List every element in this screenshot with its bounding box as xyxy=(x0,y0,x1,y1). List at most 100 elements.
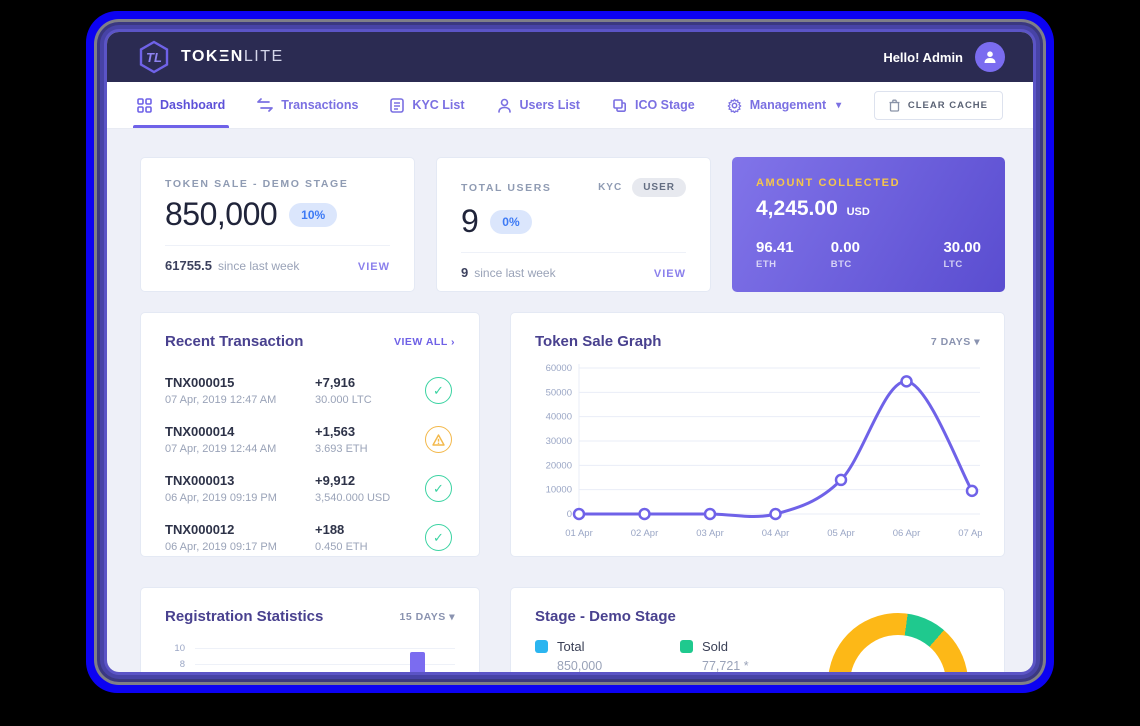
breakdown-eth: 96.41 ETH xyxy=(756,239,831,270)
btc-value: 0.00 xyxy=(830,239,860,256)
transaction-row[interactable]: TNX000015 07 Apr, 2019 12:47 AM +7,916 3… xyxy=(165,366,455,415)
trash-icon xyxy=(889,99,900,112)
tx-id: TNX000013 xyxy=(165,473,235,488)
status-success-icon: ✓ xyxy=(425,377,452,404)
legend-swatch-total xyxy=(535,640,548,653)
legend-label-total: Total xyxy=(557,639,585,654)
svg-text:05 Apr: 05 Apr xyxy=(827,528,854,539)
swap-arrows-icon xyxy=(257,98,274,112)
toggle-kyc[interactable]: KYC xyxy=(598,182,623,193)
svg-text:0: 0 xyxy=(567,509,572,520)
brand-bold: TOKΞN xyxy=(181,48,244,65)
tx-id: TNX000015 xyxy=(165,375,235,390)
middle-row: Recent Transaction VIEW ALL › TNX000015 … xyxy=(140,312,1005,557)
y-tick-8: 8 xyxy=(179,659,185,670)
nav-item-transactions[interactable]: Transactions xyxy=(257,82,358,128)
chevron-right-icon: › xyxy=(451,335,455,348)
total-users-view-link[interactable]: VIEW xyxy=(653,268,686,280)
view-all-label: VIEW ALL xyxy=(393,335,448,348)
check-icon: ✓ xyxy=(433,529,444,545)
tx-amount: +9,912 xyxy=(315,473,356,488)
tx-sub-amount: 30.000 LTC xyxy=(315,394,372,406)
eth-unit: ETH xyxy=(756,259,777,270)
divider xyxy=(461,252,686,253)
chevron-down-icon: ▾ xyxy=(974,335,980,348)
brand: TL TOKΞNLITE xyxy=(137,40,284,74)
transaction-row[interactable]: TNX000014 07 Apr, 2019 12:44 AM +1,563 3… xyxy=(165,415,455,464)
nav-item-users-list[interactable]: Users List xyxy=(497,82,580,128)
tx-date: 06 Apr, 2019 09:19 PM xyxy=(165,492,277,504)
stage-title: Stage - Demo Stage xyxy=(535,608,676,625)
gear-icon xyxy=(727,98,742,113)
user-icon xyxy=(497,98,511,113)
nav-item-dashboard[interactable]: Dashboard xyxy=(132,82,230,128)
tx-amount: +1,563 xyxy=(315,424,356,439)
transaction-row[interactable]: TNX000012 06 Apr, 2019 09:17 PM +188 0.4… xyxy=(165,513,455,562)
tx-sub-amount: 0.450 ETH xyxy=(315,541,368,553)
status-success-icon: ✓ xyxy=(425,524,452,551)
transaction-list: TNX000015 07 Apr, 2019 12:47 AM +7,916 3… xyxy=(165,366,455,562)
svg-text:10000: 10000 xyxy=(546,485,572,496)
tx-date: 06 Apr, 2019 09:17 PM xyxy=(165,541,277,553)
token-sale-footer-text: since last week xyxy=(218,259,300,273)
breakdown-ltc: 30.00 LTC xyxy=(943,239,981,270)
status-warning-icon xyxy=(425,426,452,453)
amount-collected-card: AMOUNT COLLECTED 4,245.00 USD 96.41 ETH … xyxy=(732,157,1005,292)
status-success-icon: ✓ xyxy=(425,475,452,502)
total-users-footer-value: 9 xyxy=(461,265,469,280)
token-sale-line-chart: 0 10000 20000 30000 40000 50000 60000 01 Apr 02 … xyxy=(546,363,986,539)
registration-range-select[interactable]: 15 DAYS ▾ xyxy=(399,611,455,623)
svg-text:04 Apr: 04 Apr xyxy=(762,528,789,539)
svg-text:60000: 60000 xyxy=(546,363,572,374)
legend-total: Total 850,000 xyxy=(535,639,680,672)
tx-sub-amount: 3.693 ETH xyxy=(315,443,368,455)
total-users-title: TOTAL USERS xyxy=(461,181,552,194)
token-sale-graph-title: Token Sale Graph xyxy=(535,333,662,350)
token-sale-card: TOKEN SALE - DEMO STAGE 850,000 10% 6175… xyxy=(140,157,415,292)
stats-row: TOKEN SALE - DEMO STAGE 850,000 10% 6175… xyxy=(140,157,1005,292)
nav-label: Transactions xyxy=(281,98,359,112)
recent-transactions-title: Recent Transaction xyxy=(165,333,304,350)
graph-range-select[interactable]: 7 DAYS ▾ xyxy=(931,336,980,348)
total-users-badge: 0% xyxy=(490,209,532,234)
total-users-card: TOTAL USERS KYC USER 9 0% 9 since last w… xyxy=(436,157,711,292)
legend-sold: Sold 77,721 * xyxy=(680,639,825,672)
svg-text:03 Apr: 03 Apr xyxy=(696,528,723,539)
cube-icon xyxy=(613,98,626,112)
amount-collected-currency: USD xyxy=(846,206,870,218)
y-tick-10: 10 xyxy=(174,643,185,654)
token-sale-view-link[interactable]: VIEW xyxy=(357,261,390,273)
user-avatar[interactable] xyxy=(975,42,1005,72)
registration-statistics-title: Registration Statistics xyxy=(165,608,324,625)
view-all-link[interactable]: VIEW ALL › xyxy=(394,336,455,348)
donut-legend: Total 850,000 Sold 77,721 * xyxy=(535,639,980,672)
nav-label: Users List xyxy=(519,98,580,112)
clear-cache-button[interactable]: CLEAR CACHE xyxy=(873,90,1003,120)
svg-text:20000: 20000 xyxy=(546,460,572,471)
transaction-row[interactable]: TNX000013 06 Apr, 2019 09:19 PM +9,912 3… xyxy=(165,464,455,513)
nav-item-kyc-list[interactable]: KYC List xyxy=(390,82,465,128)
tx-sub-amount: 3,540.000 USD xyxy=(315,492,391,504)
token-sale-footer-value: 61755.5 xyxy=(165,258,212,273)
check-icon: ✓ xyxy=(433,382,444,398)
grid-icon xyxy=(137,97,152,113)
gridline xyxy=(195,648,455,649)
nav-label: ICO Stage xyxy=(634,98,695,112)
svg-text:02 Apr: 02 Apr xyxy=(631,528,658,539)
breakdown-btc: 0.00 BTC xyxy=(831,239,906,270)
nav-item-ico-stage[interactable]: ICO Stage xyxy=(612,82,695,128)
token-sale-value: 850,000 xyxy=(165,196,278,232)
tx-date: 07 Apr, 2019 12:47 AM xyxy=(165,394,277,406)
chevron-down-icon: ▾ xyxy=(449,610,455,623)
nav-item-management[interactable]: Management ▾ xyxy=(727,82,841,128)
chevron-down-icon: ▾ xyxy=(836,99,842,111)
nav-label: KYC List xyxy=(412,98,465,112)
svg-text:50000: 50000 xyxy=(546,387,572,398)
gridline xyxy=(195,664,455,665)
svg-text:01 Apr: 01 Apr xyxy=(565,528,592,539)
total-users-value: 9 xyxy=(461,203,479,239)
toggle-user[interactable]: USER xyxy=(632,178,686,197)
greeting-text: Hello! Admin xyxy=(883,49,963,65)
tokenlite-logo-icon: TL xyxy=(139,40,169,74)
